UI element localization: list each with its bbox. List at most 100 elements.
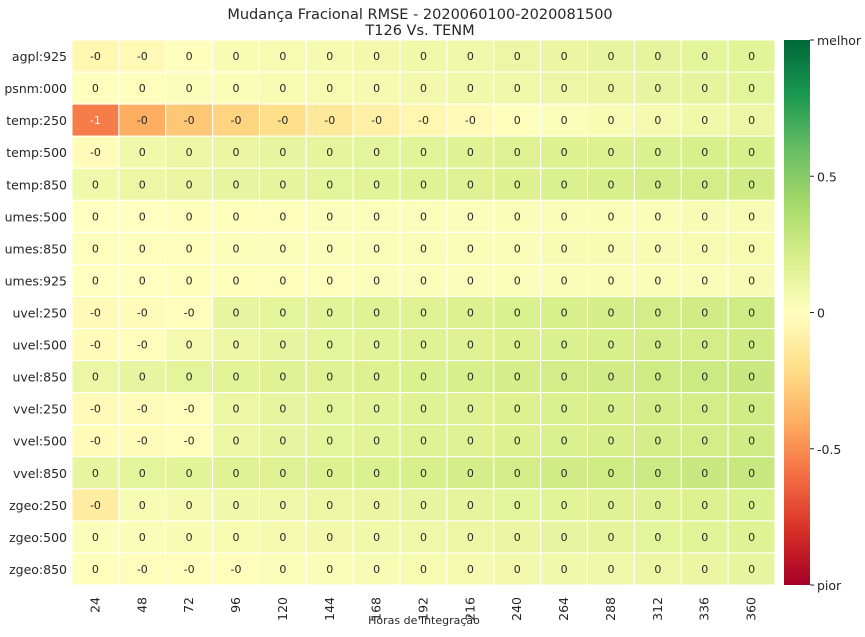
cell-annotation: 0 — [92, 82, 99, 95]
cell-annotation: 0 — [373, 499, 380, 512]
heatmap-cell — [212, 199, 260, 233]
heatmap-cell — [305, 424, 354, 458]
heatmap-cell — [212, 263, 260, 297]
x-tick-label: 168 — [369, 597, 384, 621]
heatmap-cell — [493, 199, 542, 233]
cell-annotation: 0 — [233, 307, 240, 320]
heatmap-cell — [633, 424, 682, 458]
cell-annotation: 0 — [607, 499, 614, 512]
x-tick-label: 360 — [744, 597, 759, 621]
x-tick-label: 312 — [650, 597, 665, 621]
cell-annotation: 0 — [326, 467, 333, 480]
cell-annotation: -0 — [90, 307, 101, 320]
cell-annotation: 0 — [514, 210, 521, 223]
cell-annotation: 0 — [373, 146, 380, 159]
cell-annotation: -0 — [137, 435, 148, 448]
cell-annotation: 0 — [654, 563, 661, 576]
cell-annotation: 0 — [420, 242, 427, 255]
cell-annotation: 0 — [92, 531, 99, 544]
heatmap-cell — [633, 456, 682, 490]
cell-annotation: 0 — [420, 307, 427, 320]
cell-annotation: 0 — [607, 531, 614, 544]
heatmap-cell — [118, 424, 167, 458]
x-tick-label: 120 — [275, 597, 290, 621]
cell-annotation: 0 — [514, 339, 521, 352]
cell-annotation: 0 — [326, 274, 333, 287]
cell-annotation: 0 — [467, 242, 474, 255]
heatmap-cell — [305, 199, 354, 233]
chart-subtitle: T126 Vs. TENM — [364, 23, 474, 39]
heatmap-cell — [540, 231, 589, 265]
cell-annotation: 0 — [279, 274, 286, 287]
cell-annotation: 0 — [701, 146, 708, 159]
cell-annotation: -0 — [277, 114, 288, 127]
heatmap-annotations: -0 -0 0 0 0 0 0 0 0 0 0 0 0 0 0 0 0 0 0 0 0 0 0 0 0 0 0 0 0 0 -1 -0 -0 -0… — [90, 50, 755, 576]
heatmap-cell — [633, 231, 682, 265]
colorbar-tick-label: -0.5 — [817, 442, 841, 457]
cell-annotation: 0 — [467, 403, 474, 416]
cell-annotation: 0 — [420, 274, 427, 287]
heatmap-cell — [258, 167, 307, 201]
cell-annotation: 0 — [279, 82, 286, 95]
cell-annotation: 0 — [514, 563, 521, 576]
cell-annotation: -0 — [90, 339, 101, 352]
x-tick-label: 240 — [509, 597, 524, 621]
cell-annotation: 0 — [92, 371, 99, 384]
x-tick-label: 72 — [181, 597, 196, 613]
heatmap-cell — [305, 71, 354, 105]
heatmap-cell — [399, 263, 448, 297]
cell-annotation: 0 — [514, 50, 521, 63]
cell-annotation: 0 — [279, 50, 286, 63]
cell-annotation: 0 — [233, 339, 240, 352]
heatmap-cell — [399, 360, 448, 394]
cell-annotation: 0 — [701, 403, 708, 416]
heatmap-cell — [680, 456, 729, 490]
cell-annotation: 0 — [748, 146, 755, 159]
cell-annotation: 0 — [748, 467, 755, 480]
cell-annotation: 0 — [186, 371, 193, 384]
heatmap-cell — [212, 552, 260, 586]
cell-annotation: 0 — [373, 307, 380, 320]
cell-annotation: 0 — [654, 435, 661, 448]
heatmap-cell — [727, 199, 776, 233]
heatmap-cell — [446, 135, 495, 169]
heatmap-cell — [305, 488, 354, 522]
cell-annotation: 0 — [420, 435, 427, 448]
cell-annotation: 0 — [514, 178, 521, 191]
heatmap-cell — [71, 135, 120, 169]
heatmap-cell — [71, 71, 120, 105]
cell-annotation: 0 — [373, 82, 380, 95]
cell-annotation: 0 — [701, 563, 708, 576]
heatmap-cell — [258, 424, 307, 458]
heatmap-cell — [680, 424, 729, 458]
cell-annotation: 0 — [654, 178, 661, 191]
cell-annotation: 0 — [607, 242, 614, 255]
cell-annotation: 0 — [701, 82, 708, 95]
heatmap-cell — [727, 424, 776, 458]
chart-title: Mudança Fracional RMSE - 2020060100-2020… — [227, 7, 612, 23]
cell-annotation: 0 — [607, 435, 614, 448]
cell-annotation: 0 — [654, 274, 661, 287]
cell-annotation: 0 — [514, 307, 521, 320]
cell-annotation: -0 — [184, 307, 195, 320]
cell-annotation: 0 — [233, 210, 240, 223]
heatmap-cell — [633, 167, 682, 201]
heatmap-cell — [540, 135, 589, 169]
heatmap-cell — [446, 39, 495, 73]
cell-annotation: 0 — [467, 467, 474, 480]
cell-annotation: 0 — [701, 178, 708, 191]
cell-annotation: -1 — [90, 114, 101, 127]
cell-annotation: 0 — [607, 114, 614, 127]
cell-annotation: 0 — [561, 146, 568, 159]
y-tick-label: vvel:250 — [13, 402, 67, 417]
cell-annotation: 0 — [748, 531, 755, 544]
heatmap-cell — [305, 263, 354, 297]
cell-annotation: 0 — [420, 146, 427, 159]
cell-annotation: 0 — [654, 467, 661, 480]
heatmap-cell — [305, 456, 354, 490]
heatmap-cell — [727, 552, 776, 586]
cell-annotation: 0 — [514, 242, 521, 255]
cell-annotation: 0 — [186, 242, 193, 255]
